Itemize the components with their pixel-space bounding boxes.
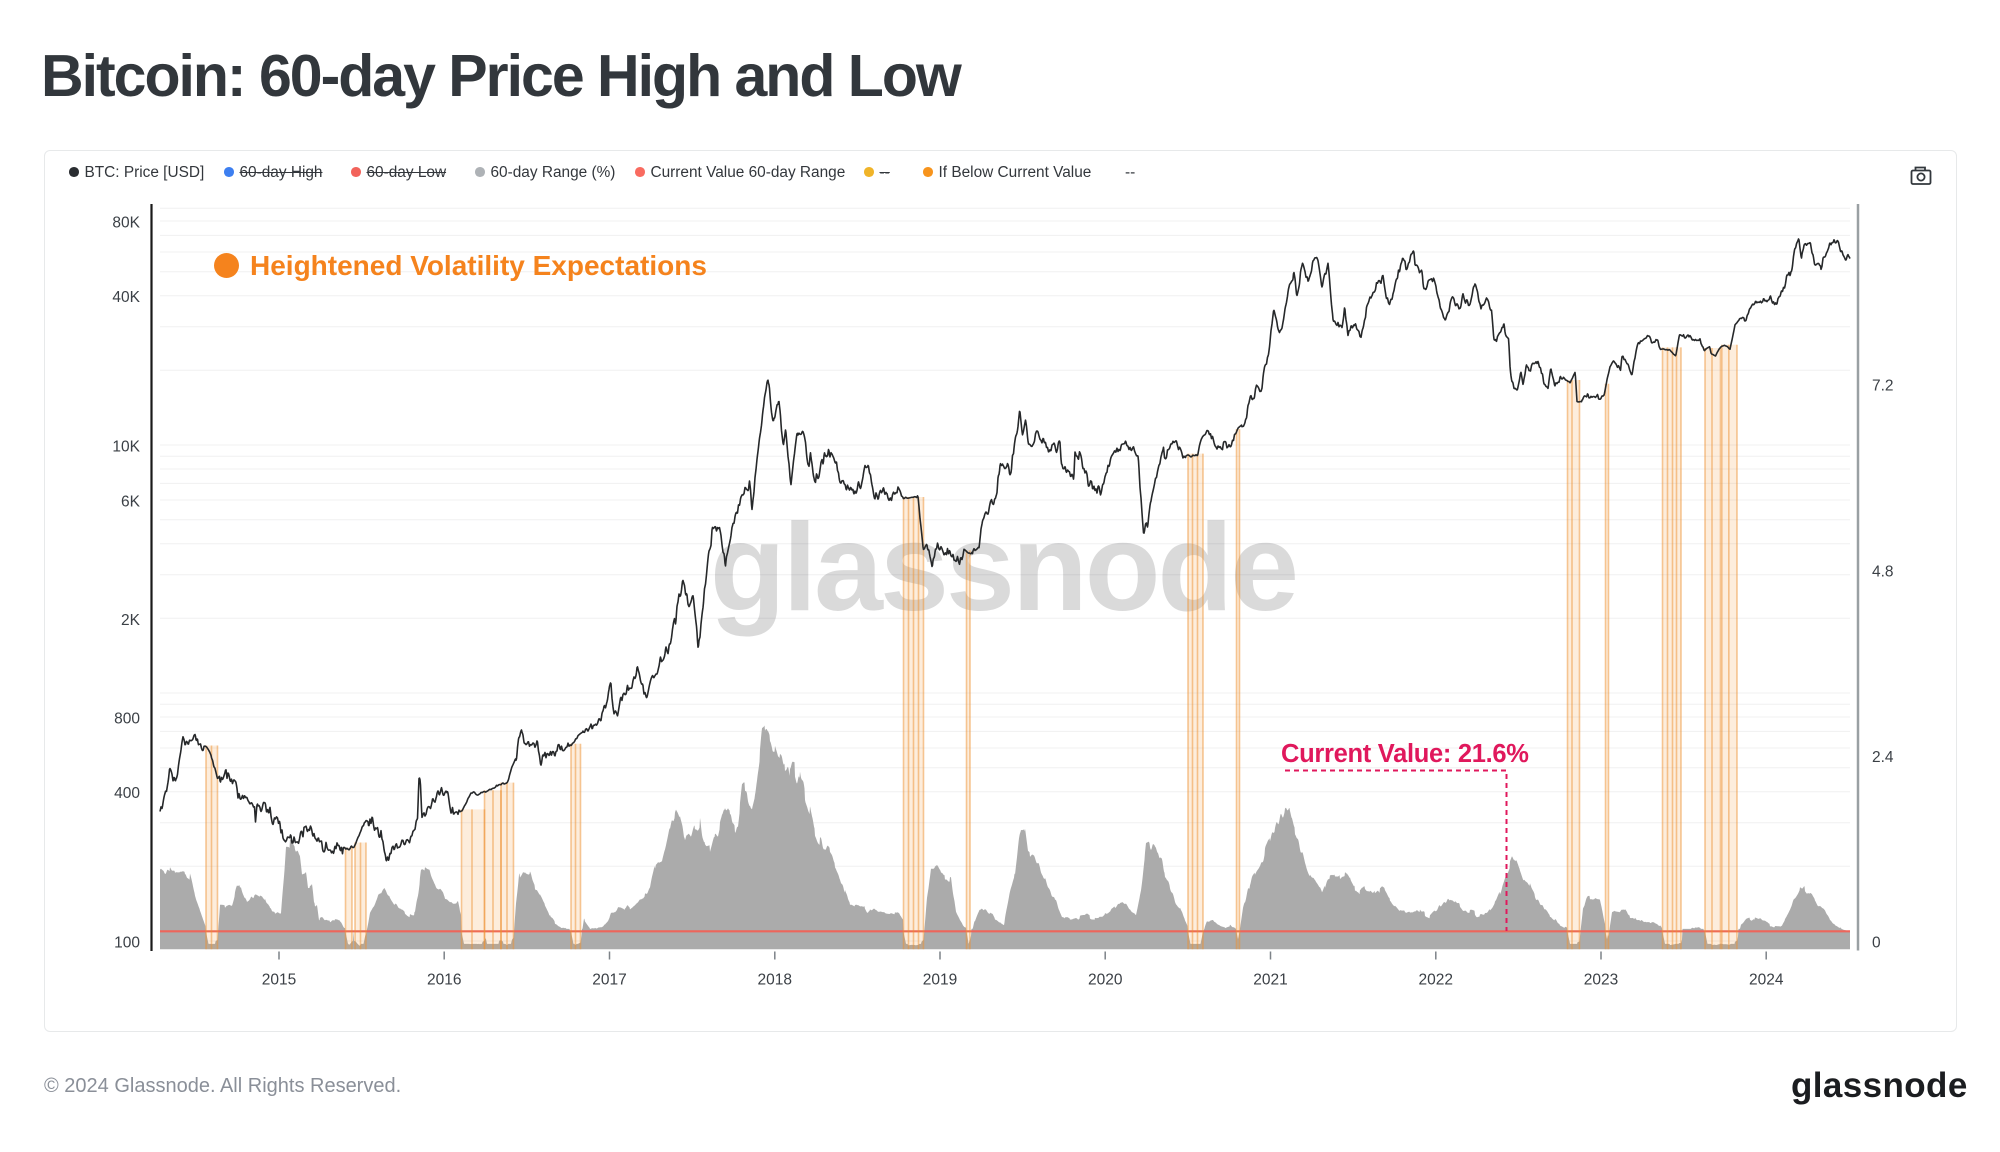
svg-text:Current Value: 21.6%: Current Value: 21.6% <box>1281 740 1529 768</box>
svg-text:400: 400 <box>114 785 140 802</box>
svg-text:6K: 6K <box>121 494 141 511</box>
svg-text:2.4: 2.4 <box>1872 749 1894 766</box>
svg-text:2K: 2K <box>121 612 141 629</box>
svg-text:2021: 2021 <box>1253 972 1287 989</box>
svg-text:2018: 2018 <box>758 972 792 989</box>
svg-text:2022: 2022 <box>1419 972 1453 989</box>
svg-text:10K: 10K <box>112 439 140 456</box>
svg-text:2024: 2024 <box>1749 972 1784 989</box>
svg-text:800: 800 <box>114 711 140 728</box>
svg-text:Heightened Volatility Expectat: Heightened Volatility Expectations <box>250 250 707 281</box>
svg-text:7.2: 7.2 <box>1872 378 1894 395</box>
svg-text:2016: 2016 <box>427 972 461 989</box>
svg-text:40K: 40K <box>112 289 140 306</box>
svg-text:100: 100 <box>114 935 140 952</box>
svg-text:glassnode: glassnode <box>710 499 1296 637</box>
svg-text:0: 0 <box>1872 935 1881 952</box>
svg-text:2020: 2020 <box>1088 972 1123 989</box>
svg-text:2015: 2015 <box>262 972 296 989</box>
svg-text:2023: 2023 <box>1584 972 1618 989</box>
svg-text:2017: 2017 <box>592 972 626 989</box>
svg-text:4.8: 4.8 <box>1872 563 1894 580</box>
svg-text:2019: 2019 <box>923 972 957 989</box>
svg-text:80K: 80K <box>112 215 140 232</box>
